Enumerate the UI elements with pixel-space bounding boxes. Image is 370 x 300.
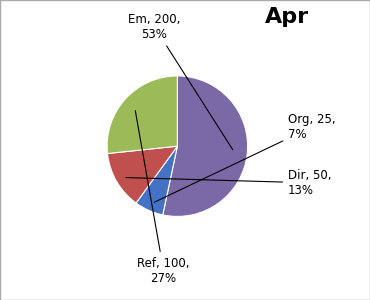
Text: Em, 200,
53%: Em, 200, 53% [128, 13, 233, 150]
Text: Apr: Apr [265, 7, 309, 27]
Wedge shape [107, 76, 177, 154]
Text: Ref, 100,
27%: Ref, 100, 27% [135, 111, 190, 285]
Wedge shape [163, 76, 248, 216]
Text: Dir, 50,
13%: Dir, 50, 13% [126, 169, 332, 197]
Wedge shape [108, 146, 177, 203]
Wedge shape [136, 146, 177, 215]
Text: Org, 25,
7%: Org, 25, 7% [154, 113, 336, 202]
